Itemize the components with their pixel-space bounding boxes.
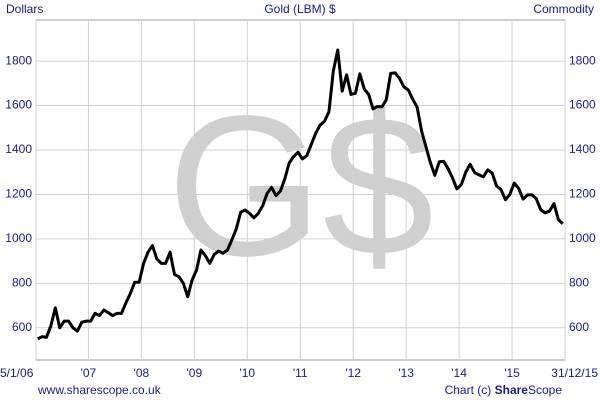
x-tick-label: '13: [398, 366, 414, 380]
x-tick-label: 31/12/15: [551, 366, 598, 380]
x-tick-label: '09: [187, 366, 203, 380]
y2-tick-label: 1000: [569, 231, 596, 245]
price-line: [37, 48, 564, 341]
y2-axis-label: Commodity: [533, 2, 594, 16]
y-tick-label: 1600: [5, 98, 32, 112]
y-tick-label: 1800: [5, 53, 32, 67]
x-tick-label: '07: [81, 366, 97, 380]
y2-tick-label: 1600: [569, 98, 596, 112]
y-tick-label: 1400: [5, 142, 32, 156]
x-tick-label: '14: [451, 366, 467, 380]
y-axis-label: Dollars: [6, 2, 43, 16]
x-tick-label: '11: [293, 366, 308, 380]
y2-tick-label: 800: [569, 276, 589, 290]
chart-title: Gold (LBM) $: [264, 2, 336, 16]
x-tick-label: '10: [239, 366, 255, 380]
x-tick-label: 5/1/06: [0, 366, 34, 380]
credit-text: Chart (c): [445, 383, 492, 397]
brand-bold: Share: [495, 383, 529, 397]
y-tick-label: 1200: [5, 187, 32, 201]
y-tick-label: 1000: [5, 231, 32, 245]
footer-url: www.sharescope.co.uk: [37, 383, 162, 397]
footer-credit: Chart (c) ShareScope: [445, 383, 563, 397]
x-tick-label: '12: [345, 366, 361, 380]
y-tick-label: 600: [12, 320, 32, 334]
y-tick-label: 800: [12, 276, 32, 290]
x-tick-label: '15: [504, 366, 520, 380]
y2-tick-label: 600: [569, 320, 589, 334]
y2-tick-label: 1400: [569, 142, 596, 156]
y2-tick-label: 1800: [569, 53, 596, 67]
x-tick-label: '08: [134, 366, 150, 380]
y2-tick-label: 1200: [569, 187, 596, 201]
brand: Scope: [528, 383, 562, 397]
